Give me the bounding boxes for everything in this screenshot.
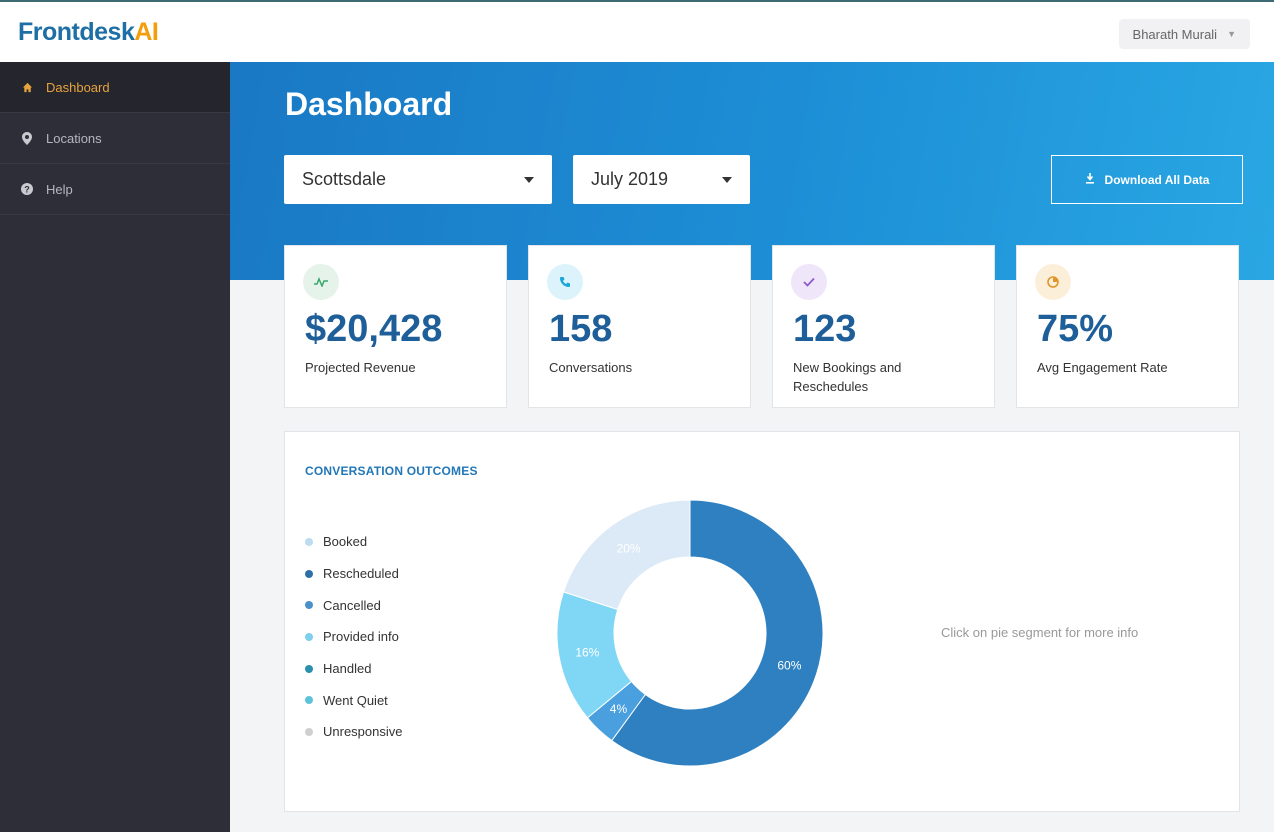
donut-segment-booked[interactable] xyxy=(562,499,691,611)
legend-dot-icon xyxy=(305,537,313,546)
legend-dot-icon xyxy=(305,632,313,641)
stat-card-engagement: 75% Avg Engagement Rate xyxy=(1016,245,1239,408)
question-icon: ? xyxy=(20,183,34,195)
user-name: Bharath Murali xyxy=(1132,26,1218,42)
top-bar: FrontdeskAI Bharath Murali ▼ xyxy=(0,0,1274,62)
stat-label: Avg Engagement Rate xyxy=(1037,360,1168,375)
legend-item-cancelled[interactable]: Cancelled xyxy=(305,589,403,621)
phone-icon xyxy=(547,264,583,300)
stat-value: 75% xyxy=(1037,308,1114,350)
conversation-outcomes-panel: CONVERSATION OUTCOMES Booked Rescheduled… xyxy=(284,431,1240,812)
stat-card-conversations: 158 Conversations xyxy=(528,245,751,408)
check-icon xyxy=(791,264,827,300)
sidebar-item-locations[interactable]: Locations xyxy=(0,113,230,164)
sidebar-item-label: Dashboard xyxy=(46,79,110,95)
chart-hint: Click on pie segment for more info xyxy=(941,625,1139,640)
legend-item-handled[interactable]: Handled xyxy=(305,653,403,685)
stat-value: 123 xyxy=(793,308,857,350)
stat-card-revenue: $20,428 Projected Revenue xyxy=(284,245,507,408)
stat-label: New Bookings and Reschedules xyxy=(793,360,902,394)
donut-data-label: 20% xyxy=(617,541,641,555)
caret-down-icon xyxy=(524,176,534,183)
donut-data-label: 60% xyxy=(777,658,801,672)
legend-label: Provided info xyxy=(323,629,399,645)
activity-icon xyxy=(303,264,339,300)
sidebar-item-label: Help xyxy=(46,181,73,197)
logo[interactable]: FrontdeskAI xyxy=(18,18,159,47)
donut-data-label: 4% xyxy=(610,702,628,716)
stat-value: $20,428 xyxy=(305,308,443,350)
stat-label: Projected Revenue xyxy=(305,360,416,375)
sidebar: Dashboard Locations ? Help xyxy=(0,62,230,832)
donut-segment-rescheduled[interactable] xyxy=(611,499,824,767)
download-icon xyxy=(1085,172,1095,187)
legend-label: Handled xyxy=(323,661,372,677)
legend-label: Rescheduled xyxy=(323,566,399,582)
legend-item-booked[interactable]: Booked xyxy=(305,526,403,558)
legend-item-unresponsive[interactable]: Unresponsive xyxy=(305,716,403,748)
legend-item-provided-info[interactable]: Provided info xyxy=(305,621,403,653)
sidebar-item-dashboard[interactable]: Dashboard xyxy=(0,62,230,113)
legend-label: Booked xyxy=(323,534,368,550)
stat-card-bookings: 123 New Bookings and Reschedules xyxy=(772,245,995,408)
home-icon xyxy=(20,82,34,93)
legend-item-went-quiet[interactable]: Went Quiet xyxy=(305,684,403,716)
download-all-data-button[interactable]: Download All Data xyxy=(1051,155,1243,204)
legend-label: Went Quiet xyxy=(323,692,388,708)
outcomes-donut-chart[interactable]: 60% 4% 16% 20% xyxy=(550,493,830,773)
user-menu[interactable]: Bharath Murali ▼ xyxy=(1118,19,1250,49)
sidebar-item-help[interactable]: ? Help xyxy=(0,164,230,215)
stat-label: Conversations xyxy=(549,360,633,375)
download-label: Download All Data xyxy=(1104,172,1210,187)
legend-item-rescheduled[interactable]: Rescheduled xyxy=(305,558,403,590)
legend-label: Unresponsive xyxy=(323,724,403,740)
legend-dot-icon xyxy=(305,569,313,578)
svg-text:?: ? xyxy=(24,184,30,194)
legend-dot-icon xyxy=(305,664,313,673)
chart-legend: Booked Rescheduled Cancelled Provided in… xyxy=(305,526,403,748)
logo-text: Frontdesk xyxy=(18,18,135,46)
donut-data-label: 16% xyxy=(575,646,599,660)
panel-title: CONVERSATION OUTCOMES xyxy=(305,464,478,478)
legend-label: Cancelled xyxy=(323,597,381,613)
location-select-value: Scottsdale xyxy=(302,169,387,189)
legend-dot-icon xyxy=(305,601,313,610)
month-select-value: July 2019 xyxy=(591,169,669,189)
logo-accent: AI xyxy=(134,18,159,46)
pie-icon xyxy=(1035,264,1071,300)
map-pin-icon xyxy=(20,131,34,145)
location-select[interactable]: Scottsdale xyxy=(284,155,552,204)
page-title: Dashboard xyxy=(285,86,453,122)
legend-dot-icon xyxy=(305,696,313,705)
legend-dot-icon xyxy=(305,727,313,736)
stat-value: 158 xyxy=(549,308,613,350)
sidebar-item-label: Locations xyxy=(46,130,102,146)
chevron-down-icon: ▼ xyxy=(1227,29,1236,39)
month-select[interactable]: July 2019 xyxy=(573,155,750,204)
caret-down-icon xyxy=(722,176,732,183)
